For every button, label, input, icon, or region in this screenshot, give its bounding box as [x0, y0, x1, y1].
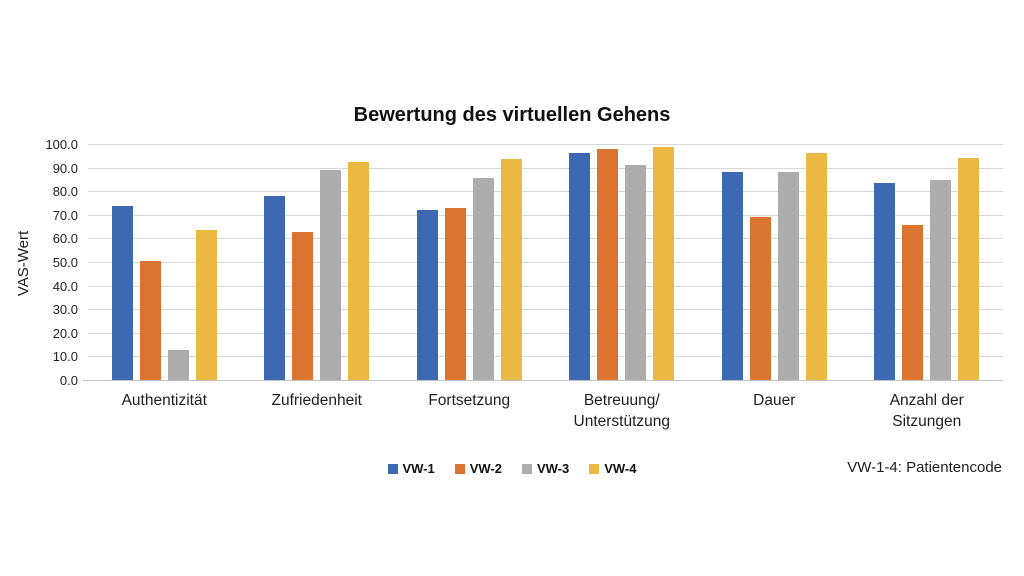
gridline: [88, 262, 1003, 263]
bar-vw-1: [264, 195, 286, 381]
y-tick-label: 10.0: [52, 349, 78, 365]
category-label: Zufriedenheit: [271, 392, 362, 409]
bar-vw-1: [111, 206, 133, 381]
gridline: [88, 214, 1003, 216]
bar-vw-2: [597, 148, 619, 381]
legend-item-vw-4: VW-4: [589, 461, 637, 476]
legend-label: VW-3: [537, 461, 570, 476]
bar-vw-2: [139, 260, 161, 381]
bar-vw-3: [472, 178, 494, 381]
bar-vw-3: [320, 169, 342, 381]
legend-note: VW-1-4: Patientencode: [847, 459, 1002, 476]
x-axis-category-labels: Authentizität Zufriedenheit Fortsetzung Bet…: [88, 390, 1003, 432]
gridline: [88, 238, 1003, 240]
bar-vw-1: [569, 153, 591, 381]
bar-group: [698, 145, 851, 381]
y-tick-label: 90.0: [52, 160, 78, 176]
bar-vw-2: [292, 232, 314, 381]
y-tick-label: 40.0: [52, 278, 78, 294]
legend-swatch-icon: [454, 463, 465, 474]
gridline: [88, 356, 1003, 358]
bar-group: [393, 145, 546, 381]
gridline: [88, 285, 1003, 287]
y-tick-label: 50.0: [52, 255, 78, 270]
category-label: Authentizität: [121, 392, 207, 409]
bar-vw-4: [958, 157, 980, 381]
bar-vw-4: [805, 153, 827, 381]
gridline: [88, 309, 1003, 311]
bar-vw-3: [930, 180, 952, 381]
gridline: [88, 332, 1003, 334]
category-label: Betreuung/ Unterstützung: [573, 392, 671, 430]
bar-vw-4: [500, 159, 522, 381]
bar-group: [546, 145, 699, 381]
y-tick-label: 80.0: [52, 184, 78, 200]
category-label: Anzahl der Sitzungen: [889, 392, 964, 430]
bar-vw-3: [167, 350, 189, 381]
y-tick-label: 100.0: [45, 137, 78, 152]
bar-groups: [88, 145, 1003, 381]
legend-swatch-icon: [387, 463, 398, 474]
bar-vw-1: [416, 209, 438, 381]
legend-swatch-icon: [522, 463, 532, 474]
legend-item-vw-1: VW-1: [387, 461, 435, 476]
bar-group: [88, 145, 241, 381]
y-tick-label: 0.0: [59, 373, 78, 388]
bar-vw-1: [874, 182, 896, 381]
y-tick-label: 70.0: [52, 207, 78, 223]
legend-label: VW-2: [469, 461, 502, 476]
bar-vw-4: [653, 147, 675, 381]
category-label: Fortsetzung: [428, 392, 511, 409]
gridline: [88, 191, 1003, 193]
bar-vw-3: [625, 165, 647, 381]
y-axis-tick-labels: 0.0 10.0 20.0 30.0 40.0 50.0 60.0 70.0 80.0 90.0 1…: [0, 137, 78, 388]
gridline: [88, 144, 1003, 145]
bar-vw-4: [195, 229, 217, 381]
bar-group: [241, 145, 394, 381]
bar-vw-2: [902, 225, 924, 381]
bar-vw-4: [348, 161, 370, 381]
y-tick-label: 60.0: [52, 231, 78, 247]
legend-label: VW-1: [402, 461, 435, 476]
bar-vw-2: [444, 207, 466, 381]
bar-vw-3: [777, 172, 799, 381]
x-axis-line: [83, 380, 1003, 381]
y-tick-label: 20.0: [52, 325, 78, 341]
gridline: [88, 167, 1003, 169]
y-tick-label: 30.0: [52, 302, 78, 318]
legend-swatch-icon: [589, 463, 600, 474]
legend: VW-1 VW-2 VW-3 VW-4: [0, 461, 1024, 476]
legend-item-vw-3: VW-3: [522, 461, 569, 476]
bar-vw-2: [749, 216, 771, 381]
chart-title: Bewertung des virtuellen Gehens: [353, 104, 671, 126]
bar-group: [851, 145, 1004, 381]
plot-area: [83, 144, 1003, 381]
bar-vw-1: [721, 172, 743, 381]
category-label: Dauer: [753, 392, 796, 409]
legend-item-vw-2: VW-2: [454, 461, 502, 476]
legend-label: VW-4: [604, 461, 637, 476]
